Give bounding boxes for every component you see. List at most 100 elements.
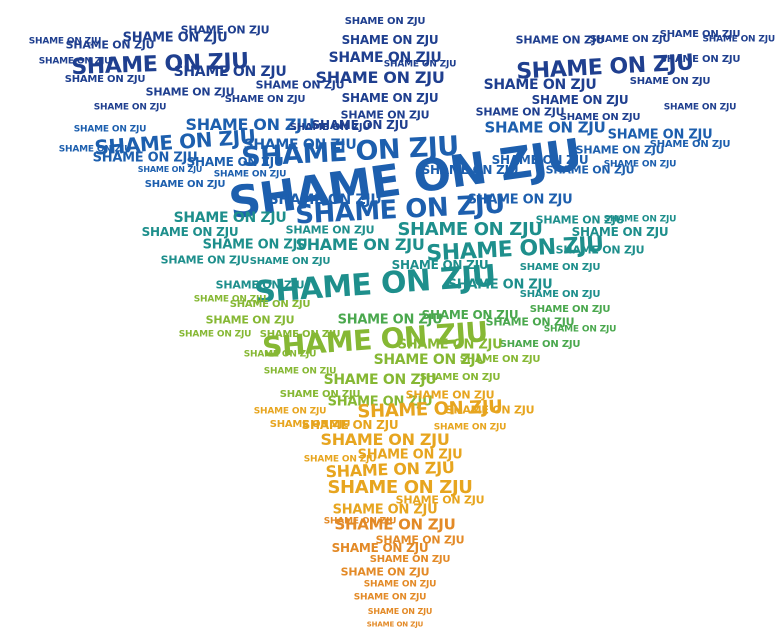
cloud-word: SHAME ON ZJU xyxy=(215,278,305,292)
cloud-word: SHAME ON ZJU xyxy=(332,502,438,518)
cloud-word: SHAME ON ZJU xyxy=(397,219,543,240)
cloud-word: SHAME ON ZJU xyxy=(331,541,429,555)
cloud-word: SHAME ON ZJU xyxy=(491,153,589,167)
cloud-word: SHAME ON ZJU xyxy=(73,124,147,135)
cloud-word: SHAME ON ZJU xyxy=(405,388,495,402)
cloud-word: SHAME ON ZJU xyxy=(229,299,311,310)
cloud-word: SHAME ON ZJU xyxy=(702,34,775,45)
cloud-word: SHAME ON ZJU xyxy=(315,68,445,87)
cloud-word: SHAME ON ZJU xyxy=(357,447,463,463)
cloud-word: SHAME ON ZJU xyxy=(327,477,473,498)
cloud-word: SHAME ON ZJU xyxy=(327,394,433,410)
cloud-word: SHAME ON ZJU xyxy=(205,313,295,327)
cloud-word: SHAME ON ZJU xyxy=(186,155,284,169)
cloud-word: SHAME ON ZJU xyxy=(603,214,677,225)
cloud-word: SHAME ON ZJU xyxy=(301,418,399,432)
cloud-word: SHAME ON ZJU xyxy=(603,159,677,170)
cloud-word: SHAME ON ZJU xyxy=(323,372,437,388)
cloud-word: SHAME ON ZJU xyxy=(589,34,671,45)
cloud-word: SHAME ON ZJU xyxy=(607,127,713,143)
cloud-word: SHAME ON ZJU xyxy=(259,329,341,340)
cloud-word: SHAME ON ZJU xyxy=(447,277,553,293)
cloud-word: SHAME ON ZJU xyxy=(555,243,645,257)
cloud-word: SHAME ON ZJU xyxy=(649,139,731,150)
cloud-word: SHAME ON ZJU xyxy=(263,366,337,377)
cloud-word: SHAME ON ZJU xyxy=(663,102,737,113)
cloud-word: SHAME ON ZJU xyxy=(145,85,235,99)
cloud-word: SHAME ON ZJU xyxy=(141,225,239,239)
cloud-word: SHAME ON ZJU xyxy=(160,253,250,267)
cloud-word: SHAME ON ZJU xyxy=(519,289,601,300)
cloud-word: SHAME ON ZJU xyxy=(122,30,228,46)
cloud-word: SHAME ON ZJU xyxy=(383,59,457,70)
cloud-word: SHAME ON ZJU xyxy=(629,76,711,87)
cloud-word: SHAME ON ZJU xyxy=(366,620,424,629)
cloud-word: SHAME ON ZJU xyxy=(535,213,625,227)
cloud-word: SHAME ON ZJU xyxy=(531,93,629,107)
cloud-word: SHAME ON ZJU xyxy=(484,118,606,137)
cloud-word: SHAME ON ZJU xyxy=(341,91,439,105)
cloud-word: SHAME ON ZJU xyxy=(255,78,345,92)
cloud-word: SHAME ON ZJU xyxy=(295,235,425,254)
cloud-word: SHAME ON ZJU xyxy=(419,372,501,383)
cloud-word: SHAME ON ZJU xyxy=(353,592,427,603)
cloud-word: SHAME ON ZJU xyxy=(397,337,503,353)
cloud-word: SHAME ON ZJU xyxy=(303,454,377,465)
cloud-word: SHAME ON ZJU xyxy=(249,256,331,267)
cloud-word: SHAME ON ZJU xyxy=(243,137,357,153)
cloud-word: SHAME ON ZJU xyxy=(344,16,426,27)
cloud-word: SHAME ON ZJU xyxy=(545,163,635,177)
cloud-word: SHAME ON ZJU xyxy=(64,74,146,85)
cloud-word: SHAME ON ZJU xyxy=(144,179,226,190)
cloud-word: SHAME ON ZJU xyxy=(28,36,102,47)
cloud-word: SHAME ON ZJU xyxy=(421,163,519,177)
cloud-word: SHAME ON ZJU xyxy=(483,77,597,93)
cloud-word: SHAME ON ZJU xyxy=(173,210,287,226)
cloud-word: SHAME ON ZJU xyxy=(559,112,641,123)
cloud-word: SHAME ON ZJU xyxy=(337,312,443,328)
cloud-word: SHAME ON ZJU xyxy=(367,607,433,616)
cloud-word: SHAME ON ZJU xyxy=(202,237,308,253)
cloud-word: SHAME ON ZJU xyxy=(543,324,617,335)
cloud-word: SHAME ON ZJU xyxy=(515,33,605,47)
cloud-word: SHAME ON ZJU xyxy=(659,29,741,40)
cloud-word: SHAME ON ZJU xyxy=(243,349,317,360)
cloud-word: SHAME ON ZJU xyxy=(529,304,611,315)
cloud-word: SHAME ON ZJU xyxy=(65,38,155,52)
cloud-word: SHAME ON ZJU xyxy=(193,294,267,305)
cloud-word: SHAME ON ZJU xyxy=(340,108,430,122)
cloud-word: SHAME ON ZJU xyxy=(269,419,351,430)
cloud-word: SHAME ON ZJU xyxy=(340,565,430,579)
cloud-word: SHAME ON ZJU xyxy=(279,389,361,400)
cloud-word: SHAME ON ZJU xyxy=(38,56,112,67)
cloud-word: SHAME ON ZJU xyxy=(395,493,485,507)
cloud-word: SHAME ON ZJU xyxy=(178,329,252,340)
cloud-word: SHAME ON ZJU xyxy=(285,223,375,237)
cloud-word: SHAME ON ZJU xyxy=(320,430,450,449)
cloud-word: SHAME ON ZJU xyxy=(173,64,287,80)
cloud-word: SHAME ON ZJU xyxy=(571,225,669,239)
cloud-word: SHAME ON ZJU xyxy=(519,262,601,273)
cloud-word: SHAME ON ZJU xyxy=(499,339,581,350)
cloud-word: SHAME ON ZJU xyxy=(421,308,519,322)
cloud-word: SHAME ON ZJU xyxy=(289,122,371,133)
cloud-word: SHAME ON ZJU xyxy=(659,54,741,65)
cloud-word: SHAME ON ZJU xyxy=(180,23,270,37)
cloud-word: SHAME ON ZJU xyxy=(328,50,442,66)
cloud-word: SHAME ON ZJU xyxy=(224,94,306,105)
cloud-word: SHAME ON ZJU xyxy=(433,422,507,433)
cloud-word: SHAME ON ZJU xyxy=(391,258,489,272)
cloud-word: SHAME ON ZJU xyxy=(92,150,198,166)
cloud-word: SHAME ON ZJU xyxy=(475,105,565,119)
cloud-word: SHAME ON ZJU xyxy=(363,579,437,590)
cloud-word: SHAME ON ZJU xyxy=(485,315,575,329)
cloud-word: SHAME ON ZJU xyxy=(334,515,456,534)
cloud-word: SHAME ON ZJU xyxy=(575,143,665,157)
cloud-word: SHAME ON ZJU xyxy=(185,115,315,134)
cloud-word: SHAME ON ZJU xyxy=(253,406,327,417)
cloud-word: SHAME ON ZJU xyxy=(341,33,439,47)
cloud-word: SHAME ON ZJU xyxy=(459,354,541,365)
cloud-word: SHAME ON ZJU xyxy=(373,352,487,368)
cloud-word: SHAME ON ZJU xyxy=(311,118,409,132)
cloud-word: SHAME ON ZJU xyxy=(268,192,382,208)
